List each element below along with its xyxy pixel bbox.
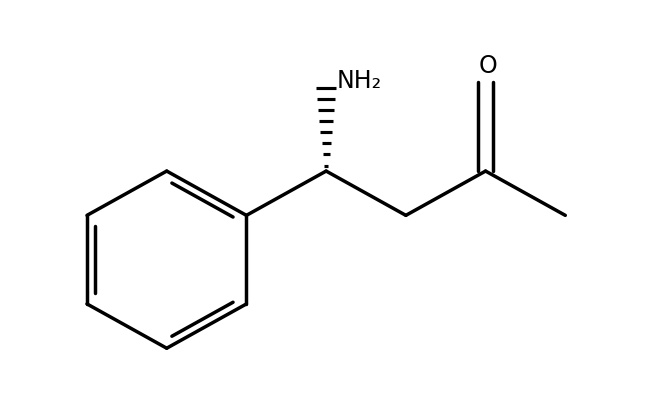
Text: O: O xyxy=(479,54,498,78)
Text: NH₂: NH₂ xyxy=(337,69,382,93)
